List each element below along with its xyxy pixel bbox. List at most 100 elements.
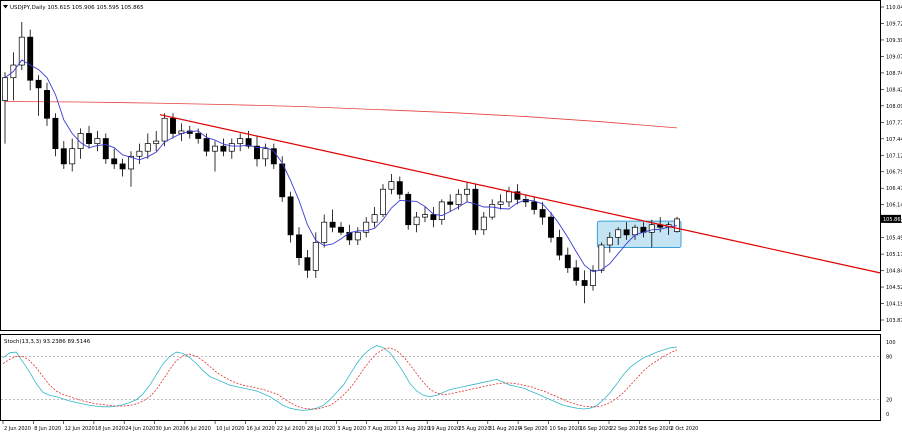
date-axis-label: 19 Aug 2020 — [428, 426, 460, 432]
date-axis-label: 28 Sep 2020 — [640, 426, 672, 432]
candle[interactable] — [119, 158, 126, 177]
candle[interactable] — [581, 270, 588, 304]
date-axis-label: 18 Jun 2020 — [95, 426, 125, 432]
candle[interactable] — [18, 21, 25, 71]
candle[interactable] — [287, 191, 294, 243]
candle[interactable] — [405, 191, 412, 230]
candle[interactable] — [598, 242, 605, 273]
candle[interactable] — [615, 227, 622, 245]
candle[interactable] — [497, 194, 504, 210]
candle[interactable] — [548, 212, 554, 243]
candle[interactable] — [354, 227, 361, 245]
candle[interactable] — [514, 184, 521, 205]
candle[interactable] — [111, 148, 118, 169]
candle[interactable] — [447, 194, 454, 213]
date-axis-label: 31 Aug 2020 — [489, 426, 521, 432]
chart-header-arrow-icon — [3, 5, 8, 9]
candle[interactable] — [556, 229, 563, 261]
candle[interactable] — [304, 250, 311, 278]
candle[interactable] — [455, 189, 462, 210]
candle[interactable] — [388, 174, 395, 195]
main-chart-frame[interactable] — [0, 0, 881, 331]
stoch-level-label: 20 — [886, 398, 892, 404]
candle[interactable] — [464, 181, 470, 202]
candle[interactable] — [321, 214, 328, 248]
svg-text:105.865: 105.865 — [883, 217, 902, 223]
candle[interactable] — [371, 206, 378, 228]
price-axis-label: 110.045 — [886, 5, 902, 11]
candle[interactable] — [396, 176, 403, 200]
price-axis-label: 109.070 — [886, 54, 902, 60]
candle[interactable] — [52, 113, 59, 157]
candle[interactable] — [296, 227, 302, 266]
candle[interactable] — [220, 138, 227, 157]
date-axis-label: 16 Sep 2020 — [580, 426, 612, 432]
price-axis-label: 107.770 — [886, 120, 902, 126]
candle[interactable] — [212, 141, 218, 172]
candle[interactable] — [531, 196, 538, 215]
candle[interactable] — [539, 201, 546, 225]
candle[interactable] — [60, 141, 67, 169]
stoch-frame[interactable] — [0, 334, 881, 421]
candle[interactable] — [136, 143, 143, 164]
candle[interactable] — [413, 212, 420, 233]
candle[interactable] — [153, 130, 160, 152]
candle[interactable] — [2, 72, 8, 144]
price-axis-label: 104.195 — [886, 302, 902, 308]
date-axis-label: 8 Jun 2020 — [34, 426, 61, 432]
price-axis-label: 107.445 — [886, 137, 902, 143]
candle[interactable] — [44, 82, 50, 126]
candle[interactable] — [329, 209, 336, 233]
candle[interactable] — [35, 75, 42, 116]
stoch-header: Stoch(13,3,3) 93.2386 89.5146 — [4, 339, 91, 345]
date-axis-label: 16 Jul 2020 — [246, 426, 274, 432]
candle[interactable] — [438, 199, 445, 225]
candle[interactable] — [346, 224, 353, 245]
stoch-level-label: 0 — [886, 412, 889, 418]
candle[interactable] — [237, 133, 244, 152]
candle[interactable] — [254, 136, 260, 167]
candle[interactable] — [363, 217, 370, 238]
candle[interactable] — [380, 184, 386, 218]
candle[interactable] — [77, 128, 84, 159]
date-axis-label: 13 Aug 2020 — [398, 426, 430, 432]
stoch-signal-line — [2, 347, 678, 410]
date-axis-label: 10 Jul 2020 — [216, 426, 244, 432]
candle[interactable] — [606, 232, 613, 253]
candle[interactable] — [161, 113, 168, 147]
candle[interactable] — [270, 143, 277, 169]
candle[interactable] — [27, 29, 34, 91]
candle[interactable] — [228, 138, 235, 159]
ma-fast-line — [4, 59, 678, 273]
candle[interactable] — [564, 247, 571, 273]
candle[interactable] — [422, 206, 428, 223]
candle[interactable] — [144, 133, 151, 159]
price-axis-label: 105.170 — [886, 252, 902, 258]
candle[interactable] — [430, 206, 437, 228]
candle[interactable] — [94, 130, 101, 152]
candle[interactable] — [338, 222, 344, 235]
date-axis-label: 10 Sep 2020 — [549, 426, 581, 432]
candle[interactable] — [69, 138, 76, 172]
candle[interactable] — [590, 265, 596, 291]
candle[interactable] — [489, 199, 496, 220]
candle[interactable] — [102, 133, 109, 164]
price-axis-label: 104.520 — [886, 285, 902, 291]
candle[interactable] — [623, 222, 630, 240]
descending-trendline[interactable] — [159, 114, 881, 274]
candle[interactable] — [480, 212, 487, 235]
candle[interactable] — [86, 125, 92, 149]
date-axis-label: 24 Jun 2020 — [125, 426, 155, 432]
date-axis-label: 3 Aug 2020 — [337, 426, 366, 432]
candle[interactable] — [648, 219, 655, 248]
date-axis-label: 30 Jun 2020 — [156, 426, 186, 432]
candle[interactable] — [674, 216, 680, 233]
candle[interactable] — [573, 260, 580, 286]
date-axis-label: 28 Jul 2020 — [307, 426, 335, 432]
price-axis-label: 106.145 — [886, 203, 902, 209]
price-axis-label: 108.095 — [886, 104, 902, 110]
candle[interactable] — [472, 184, 479, 235]
price-axis-label: 109.720 — [886, 21, 902, 27]
